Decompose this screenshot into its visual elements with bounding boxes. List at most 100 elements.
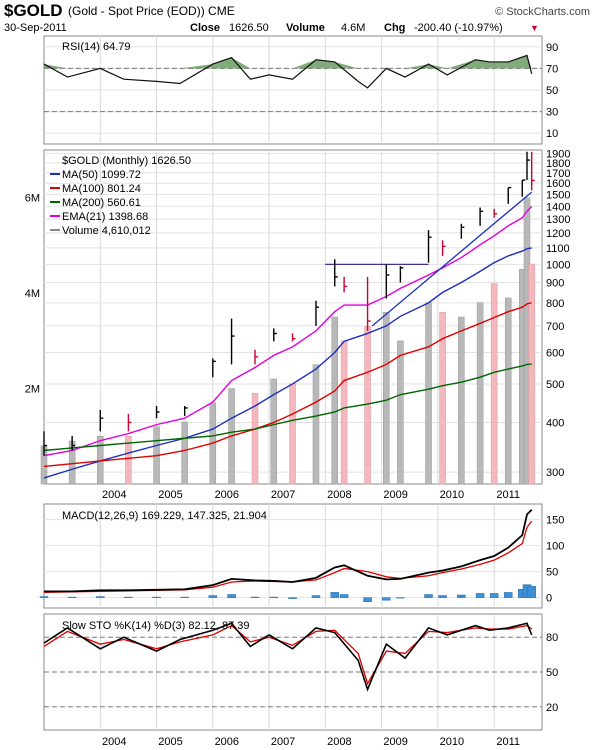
x-axis-label: 2005 <box>158 489 182 501</box>
volume-bar <box>458 316 465 485</box>
date-label: 30-Sep-2011 <box>4 22 67 34</box>
volume-bar <box>270 378 278 485</box>
price-tick-label: 1000 <box>546 259 570 271</box>
macd-histogram-bar <box>527 585 536 598</box>
stochastic-k-line <box>43 622 533 692</box>
chg-value: -200.40 (-10.97%) <box>414 22 503 34</box>
price-tick-label: 1500 <box>546 189 570 201</box>
volume-bar <box>504 297 512 485</box>
price-legend-item: MA(50) 1099.72 <box>62 169 141 181</box>
symbol-description: (Gold - Spot Price (EOD)) CME <box>68 4 235 18</box>
x-axis-label: 2008 <box>327 489 351 501</box>
macd-histogram-bar <box>96 596 105 598</box>
chg-down-arrow-icon: ▼ <box>530 23 539 33</box>
volume-tick-label: 6M <box>25 193 40 205</box>
macd-histogram-bar <box>438 595 447 598</box>
macd-histogram-bar <box>363 597 372 603</box>
price-tick-label: 1100 <box>546 243 570 255</box>
macd-histogram-bar <box>208 595 218 598</box>
price-tick-label: 800 <box>546 298 564 310</box>
stochastic-tick-label: 20 <box>546 702 558 714</box>
rsi-legend: RSI(14) 64.79 <box>62 41 130 53</box>
macd-histogram-bar <box>180 596 189 598</box>
rsi-tick-label: 70 <box>546 63 558 75</box>
volume-bar <box>331 316 338 485</box>
rsi-tick-label: 50 <box>546 85 558 97</box>
volume-tick-label: 4M <box>25 288 40 300</box>
x-axis-label: 2009 <box>383 736 407 748</box>
uptrend-line <box>371 191 533 327</box>
price-tick-label: 1900 <box>546 149 570 161</box>
x-axis-label: 2008 <box>327 736 351 748</box>
volume-bar <box>364 326 371 485</box>
macd-histogram-bar <box>67 596 77 598</box>
price-legend-item: Volume 4,610,012 <box>62 225 151 237</box>
macd-histogram-bar <box>311 595 321 598</box>
close-value: 1626.50 <box>229 22 269 34</box>
rsi-tick-label: 30 <box>546 107 558 119</box>
macd-histogram-bar <box>339 594 349 598</box>
x-axis-label: 2010 <box>440 736 464 748</box>
macd-tick-label: 150 <box>546 515 564 527</box>
price-tick-label: 900 <box>546 278 564 290</box>
volume-bar <box>181 421 188 485</box>
x-axis-label: 2011 <box>496 736 520 748</box>
volume-bar <box>439 311 446 485</box>
x-axis-label: 2007 <box>271 489 295 501</box>
volume-bar <box>383 311 390 485</box>
price-tick-label: 500 <box>546 379 564 391</box>
close-label: Close <box>190 22 220 34</box>
copyright[interactable]: © StockCharts.com <box>495 6 590 18</box>
x-axis-label: 2005 <box>158 736 182 748</box>
volume-bar <box>425 302 432 485</box>
price-tick-label: 1200 <box>546 228 570 240</box>
stochastic-tick-label: 50 <box>546 667 558 679</box>
volume-bar <box>312 364 320 485</box>
macd-tick-label: 0 <box>546 593 552 605</box>
volume-bar <box>340 340 348 485</box>
volume-bar <box>397 340 404 485</box>
rsi-tick-label: 90 <box>546 42 558 54</box>
macd-tick-label: 100 <box>546 541 564 553</box>
macd-histogram-bar <box>227 594 236 598</box>
x-axis-label: 2004 <box>102 489 126 501</box>
volume-bar <box>125 436 132 485</box>
price-tick-label: 1700 <box>546 168 570 180</box>
price-tick-label: 1800 <box>546 158 570 170</box>
macd-histogram-bar <box>124 596 133 598</box>
x-axis-label: 2004 <box>102 736 126 748</box>
price-legend-title: $GOLD (Monthly) 1626.50 <box>62 155 191 167</box>
macd-histogram-bar <box>152 596 161 598</box>
volume-bar <box>528 263 535 485</box>
macd-legend: MACD(12,26,9) 169.229, 147.325, 21.904 <box>62 510 267 522</box>
macd-histogram-bar <box>424 594 433 598</box>
macd-histogram-bar <box>396 597 405 599</box>
macd-histogram-bar <box>288 597 297 599</box>
volume-bar <box>490 283 498 485</box>
volume-bar <box>476 302 484 485</box>
stochastic-tick-label: 80 <box>546 632 558 644</box>
ma50-line <box>43 247 532 479</box>
price-tick-label: 1300 <box>546 214 570 226</box>
price-legend-item: MA(100) 801.24 <box>62 183 141 195</box>
macd-histogram-bar <box>269 596 279 598</box>
ma100-line <box>43 301 532 468</box>
chg-label: Chg <box>384 22 405 34</box>
rsi-tick-label: 10 <box>546 128 558 140</box>
stochastic-legend: Slow STO %K(14) %D(3) 82.12, 87.39 <box>62 620 250 632</box>
macd-tick-label: 50 <box>546 567 558 579</box>
rsi-overbought-fill <box>44 55 532 69</box>
price-tick-label: 1400 <box>546 201 570 213</box>
price-tick-label: 400 <box>546 417 564 429</box>
price-tick-label: 300 <box>546 467 564 479</box>
price-tick-label: 700 <box>546 321 564 333</box>
x-axis-label: 2006 <box>215 489 239 501</box>
macd-line <box>44 509 533 593</box>
rsi-line <box>43 54 533 89</box>
price-legend-item: MA(200) 560.61 <box>62 197 141 209</box>
volume-bar <box>289 383 296 485</box>
macd-histogram-bar <box>250 596 260 598</box>
macd-histogram-bar <box>503 592 513 598</box>
volume-tick-label: 2M <box>25 384 40 396</box>
